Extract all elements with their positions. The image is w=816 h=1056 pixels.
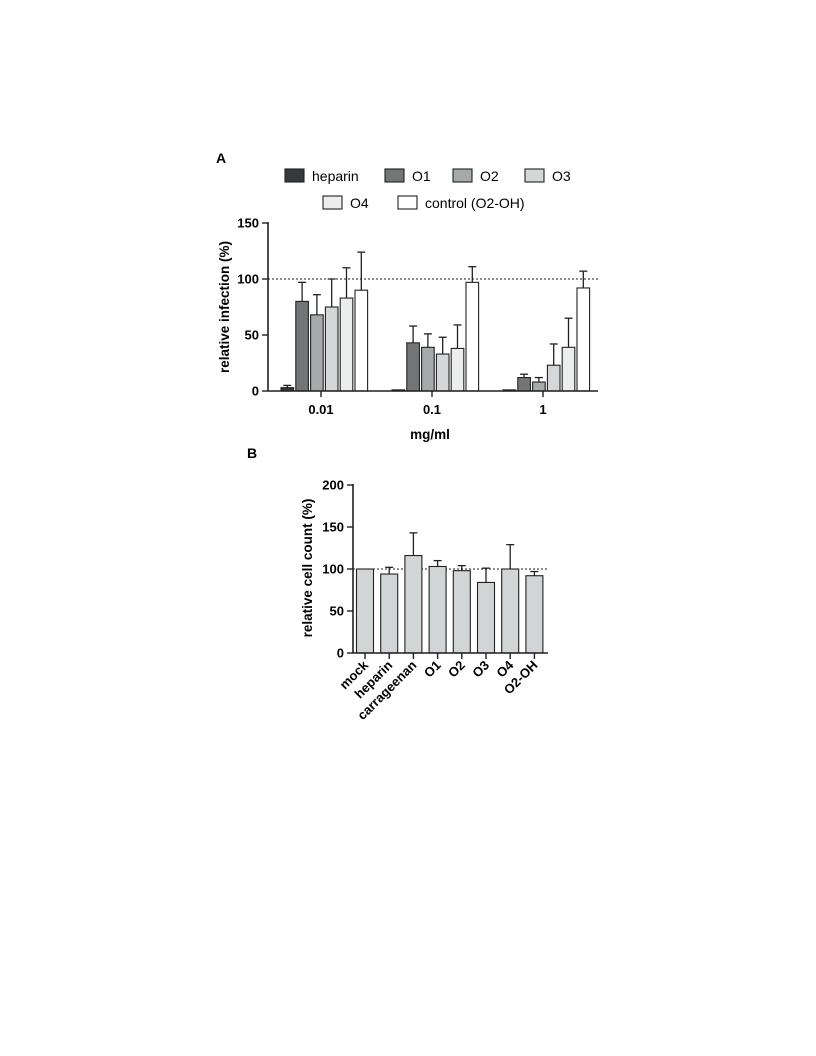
panel-a-y-tick-label: 0 [252,384,259,399]
panel-a-y-tick-label: 100 [237,272,259,287]
panel-b-y-axis-title: relative cell count (%) [300,499,315,638]
panel-a-error-bar [579,270,588,288]
panel-a-error-bar [534,376,543,383]
panel-b-bar [380,573,399,654]
panel-b-y-tick-label: 150 [322,520,344,535]
panel-b-error-bar [506,543,515,569]
panel-a-legend-item: control (O2-OH) [397,195,525,211]
panel-b-letter: B [247,445,257,461]
panel-a-legend-item: O4 [322,195,369,211]
panel-a-legend-label: O2 [480,168,499,184]
panel-a-axes: 0 50 100 150 0.01 0.1 1 [237,216,598,417]
panel-a-legend-item: O3 [524,168,571,184]
panel-a-error-bar [357,251,366,291]
panel-b-error-bar [457,564,466,571]
panel-a-y-tick-label: 150 [237,216,259,231]
panel-a-y-tick-label: 50 [245,328,259,343]
panel-b-y-tick-label: 0 [337,646,344,661]
panel-b-x-tick-label: O2 [445,658,468,681]
panel-a-bar [561,346,576,392]
panel-a-legend-label: O1 [412,168,431,184]
panel-b-error-bar [530,570,539,576]
panel-a-error-bar [520,373,529,378]
panel-a-legend-label: O3 [552,168,571,184]
panel-b-error-bar [409,532,418,556]
panel-a-error-bar [342,267,351,299]
panel-a-x-tick-label: 0.01 [308,402,333,417]
panel-a-x-axis-title: mg/ml [410,427,450,442]
panel-b-error-bar [385,566,394,575]
panel-a-bar [576,287,591,392]
panel-a-bar [532,381,546,392]
panel-b-x-tick-label: O3 [469,658,492,681]
panel-a-legend-swatch [452,168,473,183]
panel-b-bar [452,570,471,654]
panel-a-error-bar [453,324,462,349]
panel-a-x-tick-label: 0.1 [423,402,441,417]
panel-a-error-bar [283,384,292,388]
panel-a-bar [295,300,309,392]
panel-b-bar [525,575,544,654]
panel-a-legend-item: O1 [384,168,431,184]
panel-a-bar [421,346,435,392]
panel-b-bar [501,568,520,654]
panel-b-y-tick-label: 50 [330,604,344,619]
panel-a-legend-swatch [397,195,418,210]
panel-b-y-tick-label: 200 [322,478,344,493]
panel-a-error-bar [468,266,477,283]
panel-a-legend-swatch [524,168,545,183]
panel-a-legend-label: heparin [312,168,359,184]
panel-a-legend-swatch [384,168,405,183]
panel-a-error-bar [549,343,558,366]
panel-a-legend-label: control (O2-OH) [425,195,525,211]
panel-b-error-bar [433,559,442,567]
panel-a-bar [339,297,354,392]
panel-a-y-axis-title: relative infection (%) [217,241,232,373]
panel-a-bar [310,314,324,392]
panel-a-letter: A [216,150,226,166]
panel-a-error-bar [564,317,573,348]
panel-a-bar [354,289,369,392]
panel-a-legend-swatch [284,168,305,183]
panel-a-x-tick-label: 1 [539,402,546,417]
panel-b-bars [355,532,544,654]
panel-a-legend: heparin O1 O2 O3 O4 control (O2-OH) [284,168,571,211]
panel-a-bar [517,377,531,392]
panel-b-bar [476,581,496,654]
panel-a-infection-chart: A heparin O1 O2 O3 O4 control (O2-OH) 0 50 100 1… [216,150,598,442]
panel-b-bar [355,568,375,654]
panel-a-legend-swatch [322,195,343,210]
panel-a-bar [546,364,561,392]
panel-a-legend-item: heparin [284,168,359,184]
panel-a-bars [280,251,591,392]
panel-a-legend-item: O2 [452,168,499,184]
panel-b-x-tick-label: O1 [421,658,444,681]
panel-a-bar [324,306,339,392]
panel-b-bar [404,555,423,654]
panel-b-error-bar [482,567,490,583]
panel-a-error-bar [409,325,418,343]
panel-a-error-bar [298,281,307,302]
panel-a-bar [465,281,480,392]
panel-a-error-bar [312,294,321,315]
panel-b-y-tick-label: 100 [322,562,344,577]
panel-a-bar [406,342,420,392]
panel-a-bar [435,353,450,392]
panel-a-error-bar [423,333,432,348]
panel-b-bar [428,565,447,654]
panel-a-error-bar [438,336,447,355]
panel-a-error-bar [327,278,336,307]
panel-a-bar [450,347,465,392]
panel-a-legend-label: O4 [350,195,369,211]
